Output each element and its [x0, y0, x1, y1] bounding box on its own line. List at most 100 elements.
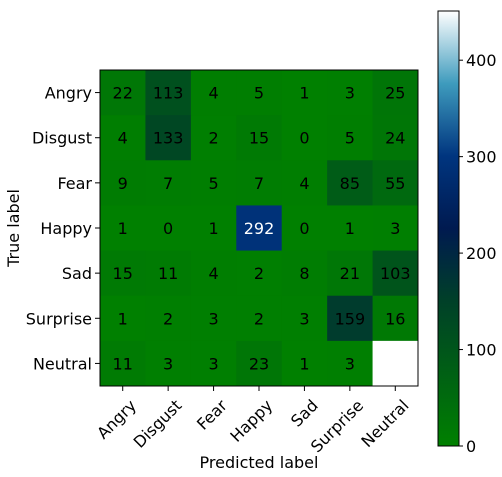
heatmap-cell	[100, 205, 146, 252]
heatmap-cell	[372, 295, 419, 342]
cell-value-label: 451	[380, 354, 411, 373]
cell-value-label: 103	[380, 264, 411, 283]
colorbar-tick-label: 200	[466, 244, 497, 263]
cell-value-label: 16	[385, 309, 405, 328]
heatmap-cell	[190, 250, 237, 297]
heatmap-cell	[372, 115, 419, 161]
heatmap-cell	[327, 340, 374, 387]
heatmap-cell	[190, 340, 237, 387]
x-tick-label: Sad	[287, 396, 322, 431]
heatmap-cell	[281, 115, 328, 161]
cell-value-label: 1	[208, 219, 218, 238]
heatmap-cell	[190, 205, 237, 252]
heatmap-cell	[190, 70, 237, 116]
heatmap-cell	[236, 115, 283, 161]
heatmap-cell	[372, 70, 419, 116]
cell-value-label: 3	[299, 309, 309, 328]
heatmap-cell	[100, 340, 146, 387]
colorbar-tick-label: 0	[466, 437, 476, 456]
cell-value-label: 1	[345, 219, 355, 238]
cell-value-label: 3	[390, 219, 400, 238]
cell-value-label: 3	[345, 84, 355, 103]
cell-value-label: 0	[163, 219, 173, 238]
heatmap-cell	[145, 115, 192, 161]
cell-value-label: 3	[163, 354, 173, 373]
cell-value-label: 1	[118, 219, 128, 238]
colorbar-tick-label: 100	[466, 341, 497, 360]
heatmap-cell	[327, 115, 374, 161]
cell-value-label: 22	[113, 84, 133, 103]
heatmap-cell	[281, 340, 328, 387]
cell-value-label: 15	[249, 129, 269, 148]
heatmap-cell	[145, 70, 192, 116]
heatmap-cell	[190, 160, 237, 206]
x-tick-label: Fear	[193, 396, 231, 434]
heatmap-cell	[236, 295, 283, 342]
cell-value-label: 133	[153, 129, 184, 148]
cell-value-label: 23	[249, 354, 269, 373]
cell-value-label: 11	[113, 354, 133, 373]
cell-value-label: 113	[153, 84, 184, 103]
cell-value-label: 21	[340, 264, 360, 283]
heatmap-cells: 22 113 4 5 1 3 254 133 2 15 0 5 249 7 5 7 4 85 551 0 1 292 0 1 3…	[100, 70, 419, 387]
heatmap-cell	[190, 295, 237, 342]
heatmap-cell	[145, 295, 192, 342]
heatmap-cell	[100, 250, 146, 297]
heatmap-cell	[236, 340, 283, 387]
y-tick-label: Surprise	[26, 309, 92, 328]
cell-value-label: 3	[208, 354, 218, 373]
cell-value-label: 3	[208, 309, 218, 328]
y-tick-label: Sad	[62, 264, 92, 283]
heatmap-cell	[372, 250, 419, 297]
cell-value-label: 15	[113, 264, 133, 283]
cell-value-label: 292	[244, 219, 275, 238]
y-tick-labels: Angry Disgust Fear Happy Sad Surprise Neutral	[26, 84, 100, 373]
y-tick-label: Neutral	[33, 354, 92, 373]
heatmap-cell	[236, 70, 283, 116]
y-tick-label: Happy	[40, 219, 92, 238]
heatmap-cell	[327, 70, 374, 116]
cell-value-label: 2	[254, 264, 264, 283]
cell-value-label: 159	[335, 309, 366, 328]
y-tick-label: Disgust	[32, 129, 92, 148]
heatmap-cell	[145, 250, 192, 297]
cell-value-label: 5	[208, 174, 218, 193]
heatmap-cell	[145, 205, 192, 252]
colorbar	[437, 10, 460, 447]
cell-value-label: 2	[208, 129, 218, 148]
x-tick-label: Happy	[226, 396, 276, 446]
heatmap-cell	[236, 160, 283, 206]
cell-value-label: 2	[163, 309, 173, 328]
cell-value-label: 2	[254, 309, 264, 328]
cell-value-label: 4	[208, 84, 218, 103]
x-tick-label: Disgust	[130, 396, 186, 452]
heatmap-cell	[100, 295, 146, 342]
cell-value-label: 25	[385, 84, 405, 103]
cell-value-label: 24	[385, 129, 405, 148]
cell-value-label: 55	[385, 174, 405, 193]
cell-value-label: 5	[254, 84, 264, 103]
heatmap-cell	[327, 160, 374, 206]
cell-value-label: 0	[299, 219, 309, 238]
heatmap-cell	[327, 250, 374, 297]
heatmap-cell	[100, 115, 146, 161]
heatmap-cell	[281, 205, 328, 252]
heatmap-cell	[100, 70, 146, 116]
heatmap-cell	[281, 70, 328, 116]
cell-value-label: 5	[345, 129, 355, 148]
x-tick-label: Neutral	[357, 396, 412, 451]
y-tick-label: Angry	[45, 84, 92, 103]
heatmap-cell	[281, 160, 328, 206]
cell-value-label: 1	[299, 354, 309, 373]
cell-value-label: 1	[118, 309, 128, 328]
heatmap-cell	[372, 340, 419, 387]
heatmap-cell	[236, 250, 283, 297]
heatmap-cell	[236, 205, 283, 252]
y-axis-title: True label	[4, 189, 23, 268]
colorbar-tick-label: 300	[466, 148, 497, 167]
heatmap-cell	[372, 160, 419, 206]
cell-value-label: 4	[299, 174, 309, 193]
x-axis-title: Predicted label	[200, 453, 319, 472]
